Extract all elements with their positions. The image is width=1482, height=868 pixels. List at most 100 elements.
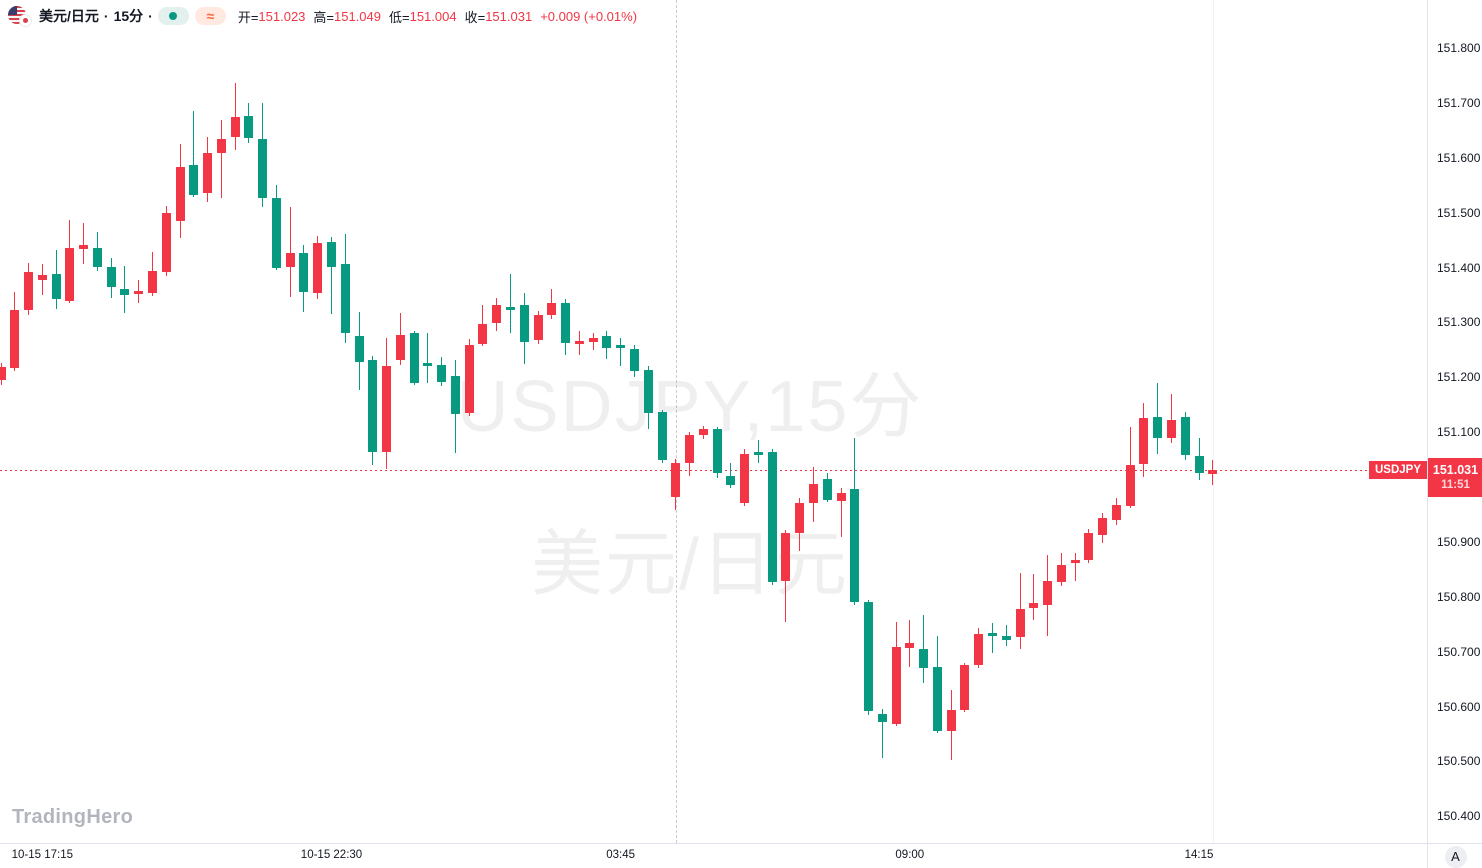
auto-scale-button[interactable]: A [1444, 845, 1467, 868]
candle [395, 335, 405, 360]
candle [671, 462, 681, 497]
candle [10, 310, 20, 368]
candle [0, 366, 6, 380]
candle [368, 359, 378, 452]
price-tick: 150.700 [1437, 644, 1481, 659]
candle [506, 306, 515, 310]
candle-wick [1033, 574, 1035, 620]
candle [836, 493, 846, 501]
price-tick: 150.600 [1437, 699, 1481, 714]
candle-wick [757, 439, 759, 463]
high-label: 高= [313, 9, 334, 25]
candle [588, 338, 598, 342]
change-value: +0.009 (+0.01%) [540, 8, 638, 24]
candle [437, 364, 447, 382]
time-tick: 10-15 17:15 [11, 849, 73, 861]
candle [629, 349, 639, 372]
candle [1056, 564, 1066, 583]
bar-countdown: 11:51 [1441, 479, 1470, 491]
candle [740, 453, 750, 503]
approximate-price-button[interactable]: ≈ [194, 7, 226, 25]
candle [230, 116, 240, 138]
candle [574, 340, 584, 344]
last-price-value: 151.031 [1432, 463, 1479, 477]
candle [340, 264, 350, 334]
candle [148, 270, 157, 293]
watermark-name: 美元/日元 [530, 525, 850, 605]
candle [960, 664, 970, 710]
time-tick: 09:00 [895, 849, 925, 861]
candle-wick [289, 206, 291, 297]
low-value: 151.004 [409, 8, 457, 24]
candle [37, 275, 47, 281]
candle [685, 434, 694, 463]
high-value: 151.049 [334, 8, 381, 24]
candle [1194, 455, 1204, 474]
candle [822, 479, 832, 501]
axis-corner: A [1427, 843, 1482, 868]
candle-wick [840, 488, 842, 537]
close-value: 151.031 [485, 8, 533, 24]
candle [1070, 559, 1080, 563]
symbol-name[interactable]: 美元/日元 [39, 8, 99, 24]
candlestick-chart[interactable]: USDJPY,15分 美元/日元 TradingHero [0, 0, 1427, 843]
price-axis[interactable]: 151.800 151.700 151.600 151.500 151.400 151.3… [1427, 0, 1482, 843]
candle [753, 451, 763, 456]
green-dot-icon [169, 12, 178, 20]
candle [244, 116, 254, 138]
candle [987, 633, 997, 637]
candle [285, 253, 295, 267]
market-status-button[interactable] [157, 7, 189, 25]
low-label: 低= [389, 9, 410, 25]
candle [409, 333, 419, 383]
price-tick: 150.800 [1437, 589, 1481, 604]
candle [492, 304, 502, 324]
candle [974, 633, 984, 665]
candle [519, 304, 529, 342]
candle [1084, 533, 1094, 560]
price-tick: 150.500 [1437, 754, 1481, 769]
candle [712, 429, 722, 474]
candle [808, 483, 818, 503]
price-tick: 150.900 [1437, 534, 1481, 549]
ohlc-readout: 开= 151.023 高= 151.049 低= 151.004 收= 151.031 … [238, 7, 645, 26]
candle-wick [991, 623, 993, 653]
candle [1015, 609, 1025, 637]
candle [767, 452, 777, 582]
candle [1111, 505, 1121, 520]
price-tick: 151.100 [1437, 425, 1481, 440]
candle-wick [220, 120, 222, 199]
price-tick: 151.300 [1437, 315, 1481, 330]
current-bar-gridline [1212, 0, 1214, 843]
candle [258, 138, 268, 199]
header-separator: · [103, 8, 109, 24]
candle-wick [881, 709, 883, 759]
candle [905, 642, 915, 648]
candle [65, 248, 75, 302]
candle [216, 138, 226, 154]
open-value: 151.023 [258, 8, 306, 24]
header-separator: · [148, 8, 153, 24]
time-tick: 03:45 [606, 849, 635, 861]
candle [547, 302, 557, 316]
candle [92, 247, 102, 267]
symbol-header: 美元/日元 · 15分 · ≈ 开= 151.023 高= 151.049 低= 15… [8, 5, 645, 27]
candle [877, 713, 887, 722]
candle [24, 272, 33, 311]
candle [189, 164, 199, 196]
candle [795, 502, 805, 534]
interval-label[interactable]: 15分 [113, 8, 144, 24]
candle-wick [620, 337, 622, 367]
candle [161, 213, 171, 272]
candle-wick [331, 237, 332, 314]
candle [1098, 517, 1108, 535]
time-axis[interactable]: 10-15 17:15 10-15 22:30 03:45 09:00 14:15 [0, 843, 1427, 868]
candle [175, 166, 185, 222]
candle [657, 411, 667, 461]
open-label: 开= [237, 9, 259, 25]
candle [946, 709, 956, 731]
candle-wick [427, 332, 429, 383]
candle [478, 324, 488, 344]
price-tick: 151.500 [1437, 205, 1481, 220]
